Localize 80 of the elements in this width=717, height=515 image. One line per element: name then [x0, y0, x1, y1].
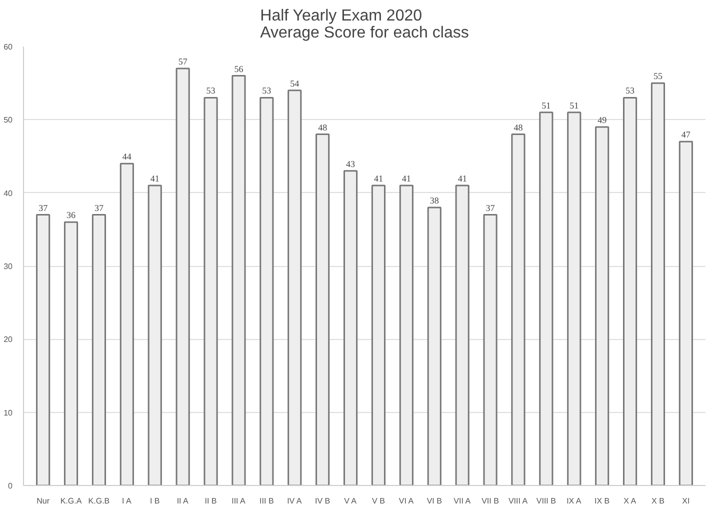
data-label: 41	[458, 174, 467, 184]
y-tick-label: 0	[8, 482, 14, 490]
x-tick-label: VIII B	[536, 496, 556, 506]
x-tick-label: I A	[122, 496, 132, 506]
x-tick-label: III A	[232, 496, 246, 506]
x-tick-label: VI B	[426, 496, 442, 506]
bar	[399, 184, 414, 486]
bar	[511, 134, 526, 486]
bar	[120, 162, 134, 486]
data-label: 38	[430, 195, 440, 206]
data-label: 44	[122, 152, 132, 162]
data-label: 51	[570, 100, 579, 110]
x-tick-label: X A	[624, 496, 637, 506]
bar	[260, 96, 274, 486]
bar	[622, 96, 638, 486]
bar	[232, 75, 246, 486]
bar	[64, 221, 78, 486]
y-tick-label: 50	[4, 116, 14, 125]
bar	[371, 184, 386, 486]
bar	[455, 184, 470, 486]
bar	[567, 112, 582, 486]
data-label: 43	[346, 158, 356, 169]
bar	[650, 82, 666, 486]
x-tick-label: IV A	[287, 496, 302, 506]
x-tick-label: II A	[176, 496, 190, 506]
x-tick-label: V B	[372, 496, 385, 506]
y-tick-label: 60	[4, 42, 14, 52]
bar	[678, 140, 693, 486]
bar	[539, 112, 554, 486]
data-label: 37	[38, 202, 48, 213]
y-tick-label: 40	[4, 188, 14, 198]
data-label: 53	[262, 86, 272, 96]
bar	[483, 214, 498, 486]
bar	[92, 214, 106, 486]
bar	[204, 96, 218, 486]
data-label: 41	[150, 174, 160, 184]
data-label: 37	[486, 202, 496, 213]
x-tick-label: VI A	[398, 496, 414, 506]
x-tick-label: V A	[344, 496, 358, 506]
chart-title: Half Yearly Exam 2020 Average Score for each class	[260, 8, 469, 42]
x-tick-label: III B	[260, 496, 274, 506]
y-tick-label: 10	[4, 408, 14, 418]
x-tick-label: IX B	[594, 496, 610, 506]
data-label: 55	[653, 71, 663, 82]
x-tick-label: VII A	[454, 496, 472, 506]
x-tick-label: II B	[204, 496, 217, 506]
data-label: 56	[234, 64, 244, 74]
data-label: 53	[206, 86, 216, 96]
data-label: 37	[94, 202, 104, 213]
data-label: 48	[514, 122, 524, 132]
bar	[343, 170, 358, 486]
bar	[148, 184, 162, 486]
x-tick-label: X B	[652, 496, 664, 506]
x-tick-label: IX A	[566, 496, 582, 506]
x-tick-label: XI	[682, 496, 690, 506]
x-tick-label: K.G.A	[60, 496, 82, 506]
bar	[176, 68, 190, 486]
x-tick-label: VII B	[482, 496, 499, 506]
bar	[427, 206, 442, 486]
x-tick-label: K.G.B	[88, 496, 110, 506]
x-tick-label: VIII A	[508, 496, 528, 506]
data-label: 47	[681, 130, 691, 140]
data-label: 41	[374, 174, 383, 184]
data-label: 36	[66, 210, 76, 220]
data-label: 48	[318, 122, 328, 132]
data-label: 57	[178, 56, 188, 66]
y-tick-label: 30	[4, 262, 14, 271]
data-label: 51	[542, 100, 551, 110]
x-tick-label: I B	[150, 496, 160, 506]
data-label: 53	[626, 86, 636, 96]
data-label: 54	[290, 78, 300, 88]
bar	[288, 90, 302, 486]
data-label: 41	[402, 174, 411, 184]
y-tick-label: 20	[4, 335, 14, 344]
data-label: 49	[598, 114, 608, 125]
bar	[36, 214, 50, 486]
x-tick-label: Nur	[36, 496, 50, 506]
x-tick-label: IV B	[315, 496, 330, 506]
bar	[316, 134, 330, 486]
bar	[595, 126, 610, 486]
